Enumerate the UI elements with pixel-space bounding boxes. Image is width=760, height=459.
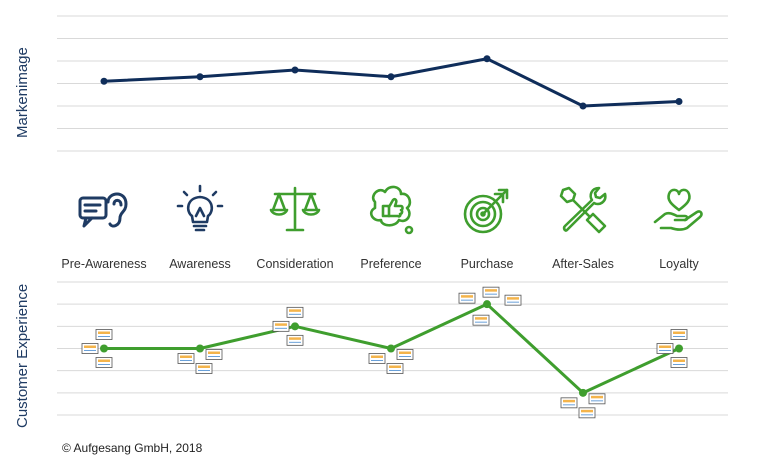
target-arrow-icon xyxy=(463,188,509,234)
feedback-card-6-0 xyxy=(670,329,688,340)
feedback-card-1-2 xyxy=(195,363,213,374)
lightbulb-icon xyxy=(176,184,224,232)
data-point-1-3 xyxy=(387,344,395,353)
heart-hand-icon xyxy=(653,188,703,231)
feedback-card-bar-3-0 xyxy=(371,355,383,358)
feedback-card-5-0 xyxy=(560,397,578,409)
feedback-card-bar-2-2 xyxy=(289,337,301,340)
feedback-card-bar-4-3 xyxy=(475,317,487,320)
scales-icon xyxy=(269,186,321,232)
feedback-card-bar-0-0 xyxy=(98,331,110,334)
feedback-card-0-1 xyxy=(81,343,99,354)
feedback-card-bar-2-1 xyxy=(275,323,287,326)
data-point-0-1 xyxy=(196,73,204,81)
feedback-card-bar-3-1 xyxy=(399,351,411,354)
feedback-card-0-0 xyxy=(95,329,113,340)
thumbs-up-thought-icon xyxy=(369,185,414,235)
stage-label-loyalty: Loyalty xyxy=(659,257,699,271)
series-line-0 xyxy=(103,57,680,108)
data-point-0-4 xyxy=(483,55,491,63)
feedback-card-2-2 xyxy=(286,334,304,346)
feedback-card-1-0 xyxy=(177,353,195,364)
feedback-card-5-2 xyxy=(578,407,596,419)
feedback-card-2-1 xyxy=(272,320,290,332)
feedback-card-bar-1-0 xyxy=(180,355,192,358)
data-point-0-5 xyxy=(579,102,587,110)
feedback-card-bar-1-2 xyxy=(198,365,210,368)
feedback-card-bar-1-1 xyxy=(208,351,220,354)
feedback-card-bar-6-0 xyxy=(673,331,685,334)
feedback-card-4-3 xyxy=(472,314,490,326)
stage-label-after-sales: After-Sales xyxy=(552,257,614,271)
stage-label-awareness: Awareness xyxy=(169,257,231,271)
data-point-1-1 xyxy=(196,344,204,353)
stage-label-preference: Preference xyxy=(360,257,422,271)
feedback-card-bar-6-2 xyxy=(673,359,685,362)
stage-label-purchase: Purchase xyxy=(460,257,514,271)
copyright-note: © Aufgesang GmbH, 2018 xyxy=(62,441,203,455)
feedback-card-bar-3-2 xyxy=(389,365,401,368)
data-point-0-0 xyxy=(100,77,108,85)
feedback-card-bar-4-2 xyxy=(507,297,519,300)
feedback-card-bar-0-2 xyxy=(98,359,110,362)
feedback-card-bar-6-1 xyxy=(659,345,671,348)
data-point-0-3 xyxy=(387,73,395,81)
feedback-card-bar-5-1 xyxy=(591,395,603,399)
feedback-card-bar-0-1 xyxy=(84,345,96,348)
feedback-card-bar-5-0 xyxy=(563,399,575,403)
feedback-card-4-2 xyxy=(504,294,522,306)
data-point-0-6 xyxy=(675,98,683,105)
data-point-1-2 xyxy=(291,322,299,331)
feedback-card-1-1 xyxy=(205,349,223,360)
feedback-card-bar-4-1 xyxy=(485,289,497,292)
feedback-card-5-1 xyxy=(588,393,606,405)
feedback-card-3-2 xyxy=(386,363,404,374)
feedback-card-4-1 xyxy=(482,286,500,298)
wrench-screwdriver-icon xyxy=(559,186,607,234)
data-point-0-2 xyxy=(291,66,299,74)
data-point-1-0 xyxy=(100,344,108,353)
chat-bubbles-ear-icon xyxy=(78,192,128,228)
bottom-y-axis-label: Customer Experience xyxy=(14,283,31,428)
feedback-card-6-2 xyxy=(670,357,688,368)
stage-label-consideration: Consideration xyxy=(256,257,334,271)
data-point-1-6 xyxy=(675,344,683,353)
feedback-card-3-1 xyxy=(396,349,414,360)
stage-label-pre-awareness: Pre-Awareness xyxy=(61,257,147,271)
top-y-axis-label: Markenimage xyxy=(14,47,31,138)
data-point-1-4 xyxy=(483,300,491,309)
data-point-1-5 xyxy=(579,388,587,397)
feedback-card-0-2 xyxy=(95,357,113,368)
feedback-card-bar-2-0 xyxy=(289,309,301,312)
feedback-card-bar-4-0 xyxy=(461,295,473,298)
feedback-card-6-1 xyxy=(656,343,674,354)
feedback-card-2-0 xyxy=(286,306,304,318)
feedback-card-bar-5-2 xyxy=(581,409,593,413)
feedback-card-4-0 xyxy=(458,292,476,304)
feedback-card-3-0 xyxy=(368,353,386,364)
